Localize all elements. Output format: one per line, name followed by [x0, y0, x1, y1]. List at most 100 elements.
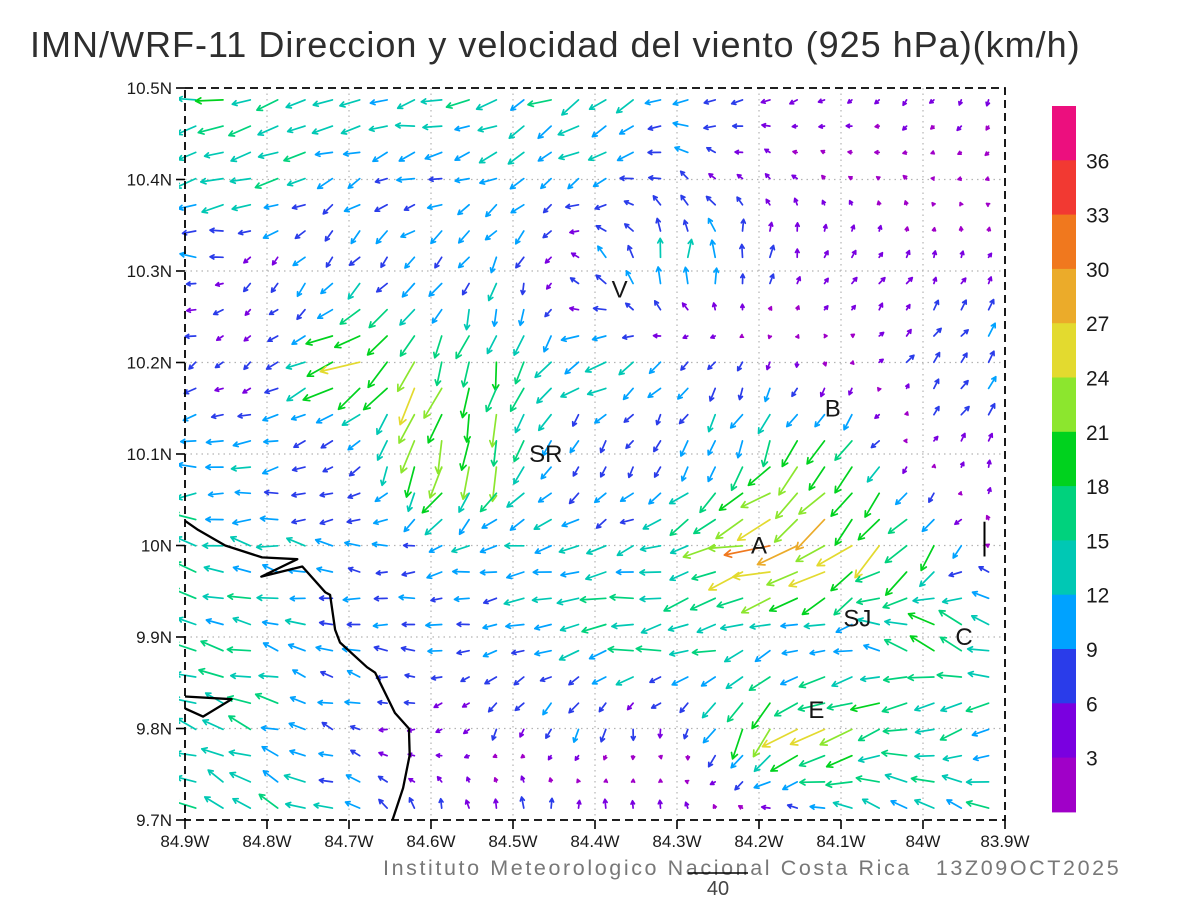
- wind-arrow: [681, 302, 689, 311]
- wind-arrow: [232, 616, 252, 626]
- wind-arrow: [487, 282, 498, 302]
- wind-arrow: [856, 597, 881, 606]
- wind-arrow: [594, 413, 607, 424]
- wind-arrow: [877, 224, 883, 232]
- wind-arrow: [261, 466, 279, 475]
- wind-arrow: [752, 728, 771, 758]
- wind-arrow: [256, 594, 279, 602]
- colorbar-label: 24: [1086, 368, 1110, 391]
- wind-arrow: [561, 99, 580, 116]
- wind-arrow: [558, 151, 580, 161]
- wind-arrow: [371, 541, 388, 548]
- wind-arrow: [537, 413, 552, 432]
- wind-arrow: [884, 571, 908, 596]
- wind-arrow: [599, 440, 607, 454]
- wind-arrow: [402, 542, 416, 549]
- wind-arrow: [764, 173, 771, 180]
- wind-arrow: [490, 440, 498, 467]
- wind-arrow: [460, 466, 470, 501]
- wind-arrow: [768, 221, 774, 232]
- wind-arrow: [375, 570, 388, 576]
- wind-arrow: [707, 543, 744, 553]
- wind-arrow: [821, 199, 827, 206]
- wind-arrow: [422, 123, 443, 131]
- wind-arrow: [290, 413, 306, 421]
- wind-arrow: [574, 754, 580, 761]
- wind-arrow: [339, 308, 361, 325]
- wind-arrow: [748, 676, 771, 692]
- wind-arrow: [739, 333, 745, 339]
- wind-arrow: [362, 387, 388, 411]
- wind-arrow: [477, 125, 498, 133]
- wind-arrow: [658, 754, 663, 760]
- wind-arrow: [737, 805, 744, 810]
- wind-arrow: [669, 544, 689, 555]
- wind-arrow: [789, 728, 826, 746]
- wind-arrow: [933, 435, 939, 442]
- wind-arrow: [378, 798, 388, 809]
- wind-arrow: [667, 623, 689, 632]
- wind-arrow: [615, 568, 634, 576]
- wind-arrow: [736, 361, 744, 372]
- wind-arrow: [825, 754, 853, 769]
- wind-arrow: [914, 752, 935, 760]
- wind-arrow: [630, 728, 637, 742]
- wind-arrow: [708, 571, 744, 591]
- wind-arrow: [967, 670, 990, 678]
- wind-arrow: [642, 518, 662, 530]
- wind-arrow: [630, 778, 636, 784]
- wind-arrow: [882, 727, 908, 735]
- wind-arrow: [591, 335, 607, 342]
- wind-arrow: [942, 754, 963, 762]
- colorbar-cell: [1052, 594, 1076, 650]
- wind-arrow: [735, 440, 744, 459]
- wind-arrow: [234, 489, 252, 496]
- wind-arrow: [484, 230, 498, 241]
- wind-arrow: [537, 151, 552, 162]
- wind-arrow: [374, 492, 388, 503]
- colorbar-cell: [1052, 703, 1076, 759]
- wind-arrow: [316, 177, 334, 190]
- wind-arrow: [320, 282, 334, 295]
- wind-arrow: [849, 360, 855, 365]
- wind-arrow: [630, 754, 636, 761]
- wind-arrow: [719, 623, 744, 631]
- wind-arrow: [179, 438, 197, 445]
- wind-arrow: [902, 150, 908, 155]
- wind-arrow: [200, 746, 224, 757]
- lon-tick-label: 84.1W: [816, 832, 865, 851]
- wind-arrow: [919, 571, 935, 588]
- wind-arrow: [703, 124, 717, 131]
- city-label-v: V: [612, 276, 628, 303]
- wind-arrow: [421, 492, 443, 514]
- wind-arrow: [751, 702, 771, 730]
- wind-arrow: [819, 728, 853, 746]
- wind-arrow: [903, 438, 908, 444]
- wind-arrow: [843, 413, 853, 431]
- wind-arrow: [339, 99, 361, 108]
- wind-arrow: [767, 334, 773, 340]
- wind-arrow: [936, 671, 963, 679]
- wind-arrow: [484, 676, 498, 685]
- wind-arrow: [487, 702, 498, 713]
- wind-arrow: [568, 492, 580, 505]
- wind-arrow: [493, 777, 499, 783]
- colorbar-cell: [1052, 540, 1076, 596]
- wind-arrow: [534, 361, 552, 379]
- wind-arrow: [680, 466, 689, 482]
- wind-arrow: [778, 466, 799, 496]
- city-label-b: B: [825, 395, 841, 422]
- wind-arrow: [519, 728, 525, 738]
- wind-arrow: [609, 593, 634, 601]
- wind-arrow: [795, 544, 826, 563]
- colorbar-label: 6: [1086, 693, 1098, 716]
- wind-arrow: [761, 122, 771, 129]
- wind-arrow: [763, 387, 771, 403]
- wind-arrow: [960, 329, 969, 337]
- wind-arrow: [401, 282, 416, 298]
- wind-arrow: [200, 639, 224, 652]
- wind-arrow: [708, 173, 717, 180]
- wind-arrow: [486, 335, 498, 355]
- wind-arrow: [230, 151, 252, 163]
- wind-arrow: [438, 797, 444, 809]
